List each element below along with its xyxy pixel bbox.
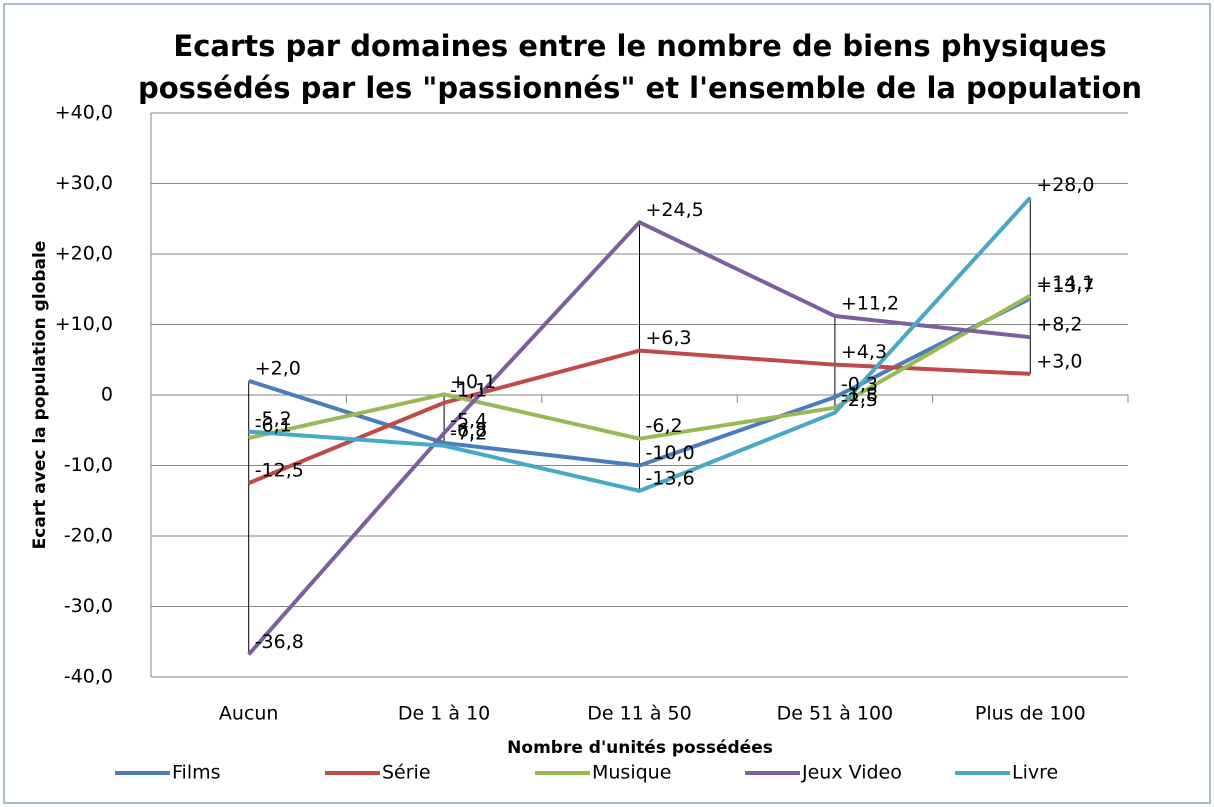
x-tick-label: De 11 à 50: [587, 703, 691, 725]
data-label: -5,4: [450, 410, 487, 432]
x-axis-title: Nombre d'unités possédées: [507, 738, 773, 758]
data-label: -2,5: [841, 389, 878, 411]
chart-title: Ecarts par domaines entre le nombre de b…: [173, 29, 1106, 63]
series-line: [248, 293, 1032, 441]
x-tick-label: Aucun: [219, 703, 279, 725]
series-line: [247, 220, 1031, 656]
y-tick-label: -40,0: [64, 666, 113, 688]
data-label: -12,5: [255, 460, 304, 482]
y-tick-label: +30,0: [55, 172, 113, 194]
data-label: +28,0: [1036, 174, 1094, 196]
data-label: -10,0: [646, 442, 695, 464]
legend-label: Musique: [592, 762, 671, 784]
legend-label: Livre: [1012, 762, 1058, 784]
data-label: +13,7: [1036, 275, 1094, 297]
y-tick-label: -10,0: [64, 454, 113, 476]
data-label: +3,0: [1036, 350, 1082, 372]
y-tick-label: +10,0: [55, 313, 113, 335]
y-tick-label: -30,0: [64, 595, 113, 617]
y-tick-label: +40,0: [55, 102, 113, 124]
series-line: [247, 348, 1031, 485]
data-label: +11,2: [841, 293, 899, 315]
data-label: -13,6: [646, 467, 695, 489]
x-tick-label: De 1 à 10: [398, 703, 490, 725]
data-label: -6,2: [646, 415, 683, 437]
x-tick-label: Plus de 100: [975, 703, 1086, 725]
data-label: -0,3: [841, 374, 878, 396]
y-tick-label: -20,0: [64, 525, 113, 547]
data-label: +14,1: [1036, 272, 1094, 294]
data-label: -36,8: [255, 631, 304, 653]
data-label: -6,8: [450, 419, 487, 441]
chart-frame: [3, 3, 1211, 804]
x-tick-label: De 51 à 100: [777, 703, 894, 725]
data-label: -1,1: [450, 379, 487, 401]
data-label: -7,2: [450, 422, 487, 444]
data-label: +2,0: [255, 357, 301, 379]
series-line: [248, 296, 1032, 468]
data-label: +8,2: [1036, 314, 1082, 336]
data-label: -6,1: [255, 415, 292, 437]
legend-label: Jeux Video: [801, 762, 902, 784]
legend-label: Série: [382, 762, 431, 784]
legend-label: Films: [172, 762, 221, 784]
chart-title: possédés par les "passionnés" et l'ensem…: [138, 71, 1142, 105]
y-tick-label: 0: [101, 384, 113, 406]
data-label: +24,5: [646, 199, 704, 221]
data-label: +6,3: [646, 327, 692, 349]
y-axis-title: Ecart avec la population globale: [30, 241, 50, 550]
data-label: +0,1: [450, 371, 496, 393]
series-line: [248, 196, 1032, 493]
data-label: -1,8: [841, 384, 878, 406]
data-label: +4,3: [841, 341, 887, 363]
y-tick-label: +20,0: [55, 243, 113, 265]
data-label: -5,2: [255, 408, 292, 430]
